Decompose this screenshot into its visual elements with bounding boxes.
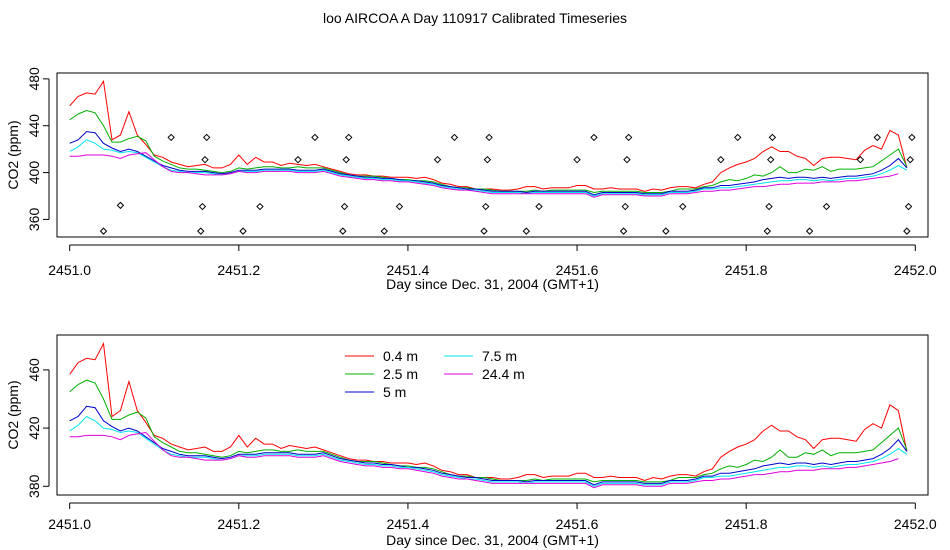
scatter-point (256, 202, 264, 211)
scatter-point (904, 202, 913, 211)
x-tick-label: 2451.6 (556, 262, 599, 278)
scatter-point (767, 155, 775, 164)
scatter-point (619, 227, 628, 235)
series-line-7-5-m (69, 139, 908, 197)
scatter-point (202, 133, 211, 142)
scatter-point (522, 227, 531, 235)
scatter-point (624, 133, 633, 142)
scatter-point (345, 133, 353, 142)
x-tick-label: 2451.4 (387, 262, 430, 278)
series-line-2-5-m (69, 379, 908, 483)
chart-title: loo AIRCOA A Day 110917 Calibrated Times… (322, 10, 627, 26)
x-tick-label: 2452.0 (894, 516, 937, 532)
scatter-point (621, 202, 629, 211)
scatter-point (717, 155, 725, 164)
scatter-point (856, 155, 865, 164)
scatter-point (450, 133, 459, 142)
scatter-point (342, 155, 350, 164)
scatter-point (167, 133, 175, 142)
scatter-point (340, 202, 349, 211)
x-tick-label: 2451.2 (217, 262, 260, 278)
series-line-5-m (69, 131, 908, 196)
y-tick-label: 460 (26, 358, 42, 382)
scatter-point (535, 202, 543, 211)
x-tick-label: 2451.2 (217, 516, 260, 532)
scatter-point (662, 227, 670, 235)
legend-label: 5 m (383, 384, 406, 400)
x-axis-label: Day since Dec. 31, 2004 (GMT+1) (386, 276, 599, 292)
series-line-7-5-m (69, 415, 908, 487)
legend-label: 24.4 m (482, 366, 525, 382)
x-tick-label: 2452.0 (894, 262, 937, 278)
scatter-point (197, 227, 205, 235)
scatter-point (485, 133, 493, 142)
scatter-point (433, 155, 442, 164)
series-line-0-4-m (69, 79, 908, 192)
y-tick-label: 360 (26, 208, 42, 232)
scatter-point (906, 155, 914, 164)
scatter-point (768, 133, 777, 142)
legend-label: 2.5 m (383, 366, 418, 382)
x-tick-label: 2451.0 (48, 516, 91, 532)
scatter-point (99, 227, 108, 235)
scatter-point (590, 133, 598, 142)
scatter-point (380, 227, 388, 235)
y-tick-label: 440 (26, 114, 42, 138)
plot-frame (56, 334, 929, 496)
scatter-point (339, 227, 347, 235)
scatter-point (311, 133, 319, 142)
y-tick-label: 420 (26, 416, 42, 440)
x-tick-label: 2451.4 (387, 516, 430, 532)
scatter-point (679, 202, 687, 211)
series-line-24-4-m (69, 431, 899, 489)
x-tick-label: 2451.8 (725, 516, 768, 532)
scatter-point (763, 227, 772, 235)
scatter-point (239, 227, 247, 235)
legend-label: 0.4 m (383, 348, 418, 364)
plot-frame (56, 72, 929, 238)
scatter-point (294, 155, 302, 164)
scatter-point (903, 227, 911, 235)
y-tick-label: 480 (26, 67, 42, 91)
y-axis-label: CO2 (ppm) (5, 380, 21, 449)
scatter-point (822, 202, 831, 211)
series-line-0-4-m (69, 342, 908, 482)
x-tick-label: 2451.6 (556, 516, 599, 532)
x-tick-label: 2451.0 (48, 262, 91, 278)
scatter-point (873, 133, 881, 142)
scatter-point (201, 155, 209, 164)
scatter-point (198, 202, 207, 211)
scatter-point (395, 202, 404, 211)
scatter-point (765, 202, 773, 211)
legend: 0.4 m 2.5 m 5 m 7.5 m 24.4 m (345, 348, 525, 400)
series-line-2-5-m (69, 109, 908, 194)
scatter-point (483, 155, 492, 164)
scatter-point (480, 227, 488, 235)
scatter-point (805, 227, 814, 235)
bottom-panel: 2451.0 2451.2 2451.4 2451.6 2451.8 2452.0 Day … (5, 334, 937, 548)
series-line-5-m (69, 405, 908, 486)
scatter-point (573, 155, 581, 164)
series-line-24-4-m (69, 152, 899, 198)
legend-label: 7.5 m (482, 348, 517, 364)
y-axis-label: CO2 (ppm) (5, 120, 21, 189)
scatter-point (623, 155, 631, 164)
scatter-point (734, 133, 742, 142)
y-tick-label: 400 (26, 161, 42, 185)
scatter-point (482, 202, 490, 211)
top-panel: 2451.0 2451.2 2451.4 2451.6 2451.8 2452.0 Day … (5, 67, 937, 292)
y-tick-label: 380 (26, 474, 42, 498)
scatter-point (116, 201, 125, 210)
x-tick-label: 2451.8 (725, 262, 768, 278)
scatter-point (908, 133, 916, 142)
x-axis-label: Day since Dec. 31, 2004 (GMT+1) (386, 532, 599, 548)
